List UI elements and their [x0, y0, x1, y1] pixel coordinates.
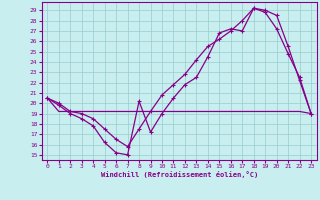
X-axis label: Windchill (Refroidissement éolien,°C): Windchill (Refroidissement éolien,°C)	[100, 171, 258, 178]
